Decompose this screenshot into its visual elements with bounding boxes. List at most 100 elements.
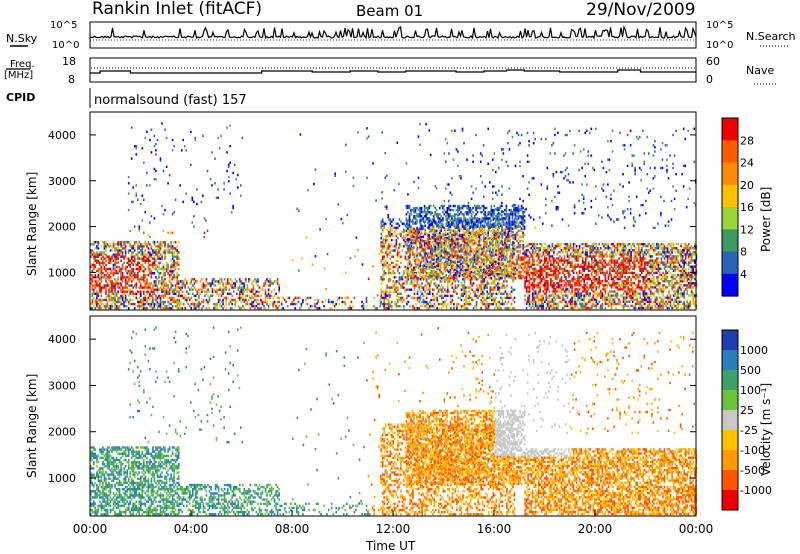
heatmap-cell (434, 221, 436, 223)
heatmap-cell (436, 265, 438, 267)
heatmap-cell (406, 225, 408, 227)
heatmap-cell (128, 260, 130, 262)
heatmap-cell (538, 303, 540, 305)
heatmap-cell (152, 299, 154, 301)
heatmap-cell (239, 297, 241, 299)
heatmap-cell (453, 277, 455, 279)
heatmap-cell (536, 243, 538, 245)
heatmap-cell (450, 254, 452, 256)
heatmap-cell (516, 246, 518, 248)
heatmap-cell (382, 274, 384, 276)
heatmap-cell (491, 240, 493, 242)
heatmap-cell (172, 253, 174, 255)
heatmap-cell (287, 297, 289, 299)
heatmap-cell (275, 305, 277, 307)
heatmap-cell (373, 297, 375, 299)
heatmap-cell (503, 280, 505, 282)
heatmap-cell (407, 205, 409, 207)
heatmap-cell (509, 246, 511, 248)
heatmap-cell (510, 211, 512, 213)
heatmap-cell (463, 269, 465, 271)
heatmap-cell (546, 297, 548, 299)
heatmap-cell (256, 282, 258, 284)
heatmap-cell (219, 278, 221, 280)
heatmap-cell (110, 280, 112, 282)
heatmap-cell (119, 286, 121, 288)
heatmap-cell (385, 223, 387, 225)
heatmap-cell (140, 293, 142, 295)
heatmap-cell (383, 305, 385, 307)
heatmap-cell (445, 234, 447, 236)
heatmap-cell (499, 289, 501, 291)
heatmap-cell (481, 205, 483, 207)
heatmap-cell (224, 297, 226, 299)
heatmap-cell (468, 295, 470, 297)
heatmap-cell (160, 247, 162, 249)
heatmap-cell (102, 286, 104, 288)
heatmap-cell (451, 248, 453, 250)
heatmap-cell (403, 235, 405, 237)
heatmap-cell (519, 252, 521, 254)
heatmap-cell (484, 207, 486, 209)
heatmap-cell (383, 227, 385, 229)
heatmap-cell (510, 230, 512, 232)
heatmap-cell (204, 284, 206, 286)
heatmap-cell (512, 205, 514, 207)
heatmap-cell (113, 256, 115, 258)
heatmap-cell (486, 303, 488, 305)
heatmap-cell (486, 305, 488, 307)
heatmap-cell (463, 240, 465, 242)
heatmap-cell (505, 291, 507, 293)
heatmap-cell (497, 219, 499, 221)
heatmap-cell (126, 241, 128, 243)
heatmap-cell (342, 297, 344, 299)
heatmap-cell (446, 295, 448, 297)
heatmap-cell (146, 282, 148, 284)
heatmap-cell (498, 215, 500, 217)
heatmap-cell (123, 256, 125, 258)
heatmap-cell (388, 286, 390, 288)
heatmap-cell (425, 263, 427, 265)
heatmap-cell (96, 280, 98, 282)
heatmap-cell (484, 254, 486, 256)
heatmap-cell (538, 261, 540, 263)
heatmap-cell (95, 266, 97, 268)
heatmap-cell (458, 303, 460, 305)
heatmap-cell (439, 236, 441, 238)
heatmap-cell (102, 299, 104, 301)
heatmap-cell (254, 299, 256, 301)
heatmap-cell (541, 255, 543, 257)
heatmap-cell (465, 299, 467, 301)
heatmap-cell (385, 297, 387, 299)
heatmap-cell (407, 223, 409, 225)
heatmap-cell (433, 254, 435, 256)
heatmap-cell (434, 240, 436, 242)
heatmap-cell (524, 211, 526, 213)
heatmap-cell (519, 265, 521, 267)
heatmap-cell (228, 289, 230, 291)
heatmap-cell (120, 270, 122, 272)
heatmap-cell (140, 299, 142, 301)
heatmap-cell (458, 284, 460, 286)
heatmap-cell (518, 273, 520, 275)
heatmap-cell (445, 238, 447, 240)
heatmap-cell (475, 232, 477, 234)
heatmap-cell (200, 289, 202, 291)
heatmap-cell (107, 301, 109, 303)
heatmap-cell (491, 303, 493, 305)
heatmap-cell (481, 277, 483, 279)
heatmap-cell (161, 307, 163, 309)
heatmap-cell (532, 249, 534, 251)
heatmap-cell (402, 249, 404, 251)
heatmap-cell (120, 268, 122, 270)
heatmap-cell (445, 211, 447, 213)
heatmap-cell (486, 301, 488, 303)
heatmap-cell (98, 299, 100, 301)
heatmap-cell (501, 269, 503, 271)
heatmap-cell (430, 299, 432, 301)
heatmap-cell (483, 217, 485, 219)
heatmap-cell (394, 303, 396, 305)
heatmap-cell (457, 265, 459, 267)
heatmap-cell (148, 303, 150, 305)
